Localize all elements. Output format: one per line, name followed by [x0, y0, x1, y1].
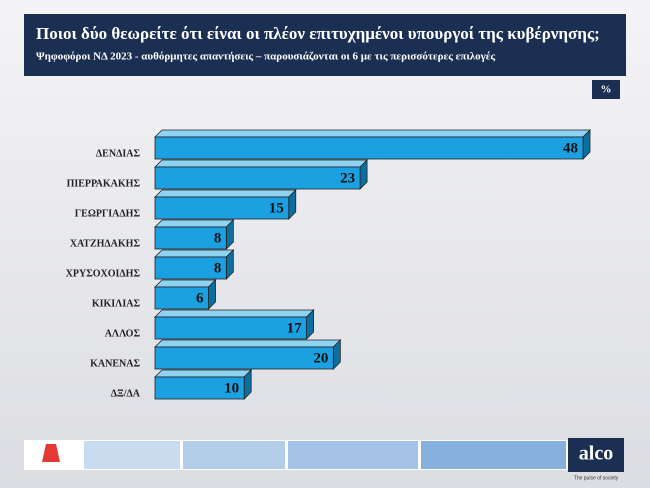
value-label: 10 — [224, 380, 239, 396]
bar — [154, 166, 361, 190]
value-label: 8 — [214, 230, 222, 246]
bar-top — [154, 129, 591, 138]
value-label: 20 — [313, 350, 328, 366]
left-logo — [42, 444, 60, 462]
footer-segment — [183, 441, 285, 469]
chart-subtitle: Ψηφοφόροι ΝΔ 2023 - αυθόρμητες απαντήσει… — [36, 51, 495, 63]
category-label: ΧΡΥΣΟΧΟΙΔΗΣ — [66, 268, 141, 279]
bar — [154, 376, 245, 400]
unit-box — [592, 80, 620, 99]
category-label: ΚΙΚΙΛΙΑΣ — [92, 298, 141, 309]
value-label: 17 — [287, 320, 303, 336]
bar — [154, 226, 227, 250]
bar — [154, 346, 334, 370]
bar — [154, 136, 584, 160]
value-label: 6 — [196, 290, 204, 306]
category-label: ΚΑΝΕΝΑΣ — [90, 358, 140, 369]
category-label: ΔΞ/ΔΑ — [111, 388, 141, 399]
category-label: ΠΙΕΡΡΑΚΑΚΗΣ — [67, 178, 141, 189]
category-label: ΧΑΤΖΗΔΑΚΗΣ — [70, 238, 141, 249]
chart-title: Ποιοι δύο θεωρείτε ότι είναι οι πλέον επ… — [36, 24, 600, 43]
header-box — [24, 14, 626, 76]
bar — [154, 196, 290, 220]
footer-segment — [288, 441, 418, 469]
footer-segment — [421, 441, 566, 469]
bars: ΔΕΝΔΙΑΣ 48 ΠΙΕΡΡΑΚΑΚΗΣ 23 ΓΕΩΡΓΙΑΔΗΣ 15 ΧΑΤΖΗΔ… — [66, 129, 591, 400]
category-label: ΑΛΛΟΣ — [105, 328, 141, 339]
value-label: 15 — [269, 200, 284, 216]
footer-segment — [84, 441, 180, 469]
bar-top — [154, 249, 235, 258]
category-label: ΔΕΝΔΙΑΣ — [96, 148, 141, 159]
footer: alco The pulse of society — [24, 438, 624, 481]
bar-top — [154, 189, 297, 198]
bar — [154, 256, 227, 280]
bar — [154, 316, 307, 340]
value-label: 48 — [563, 140, 578, 156]
value-label: 23 — [340, 170, 355, 186]
bar-top — [154, 279, 217, 288]
bar-top — [154, 219, 235, 228]
bar-top — [154, 309, 315, 318]
category-label: ΓΕΩΡΓΙΑΔΗΣ — [75, 208, 141, 219]
bar-top — [154, 339, 342, 348]
unit-label: % — [601, 84, 612, 96]
value-label: 8 — [214, 260, 222, 276]
logo-box — [568, 438, 624, 472]
logo-text: alco — [579, 443, 613, 465]
bar — [154, 286, 209, 310]
bar-top — [154, 369, 253, 378]
tagline: The pulse of society — [574, 475, 619, 481]
bar-top — [154, 159, 369, 168]
